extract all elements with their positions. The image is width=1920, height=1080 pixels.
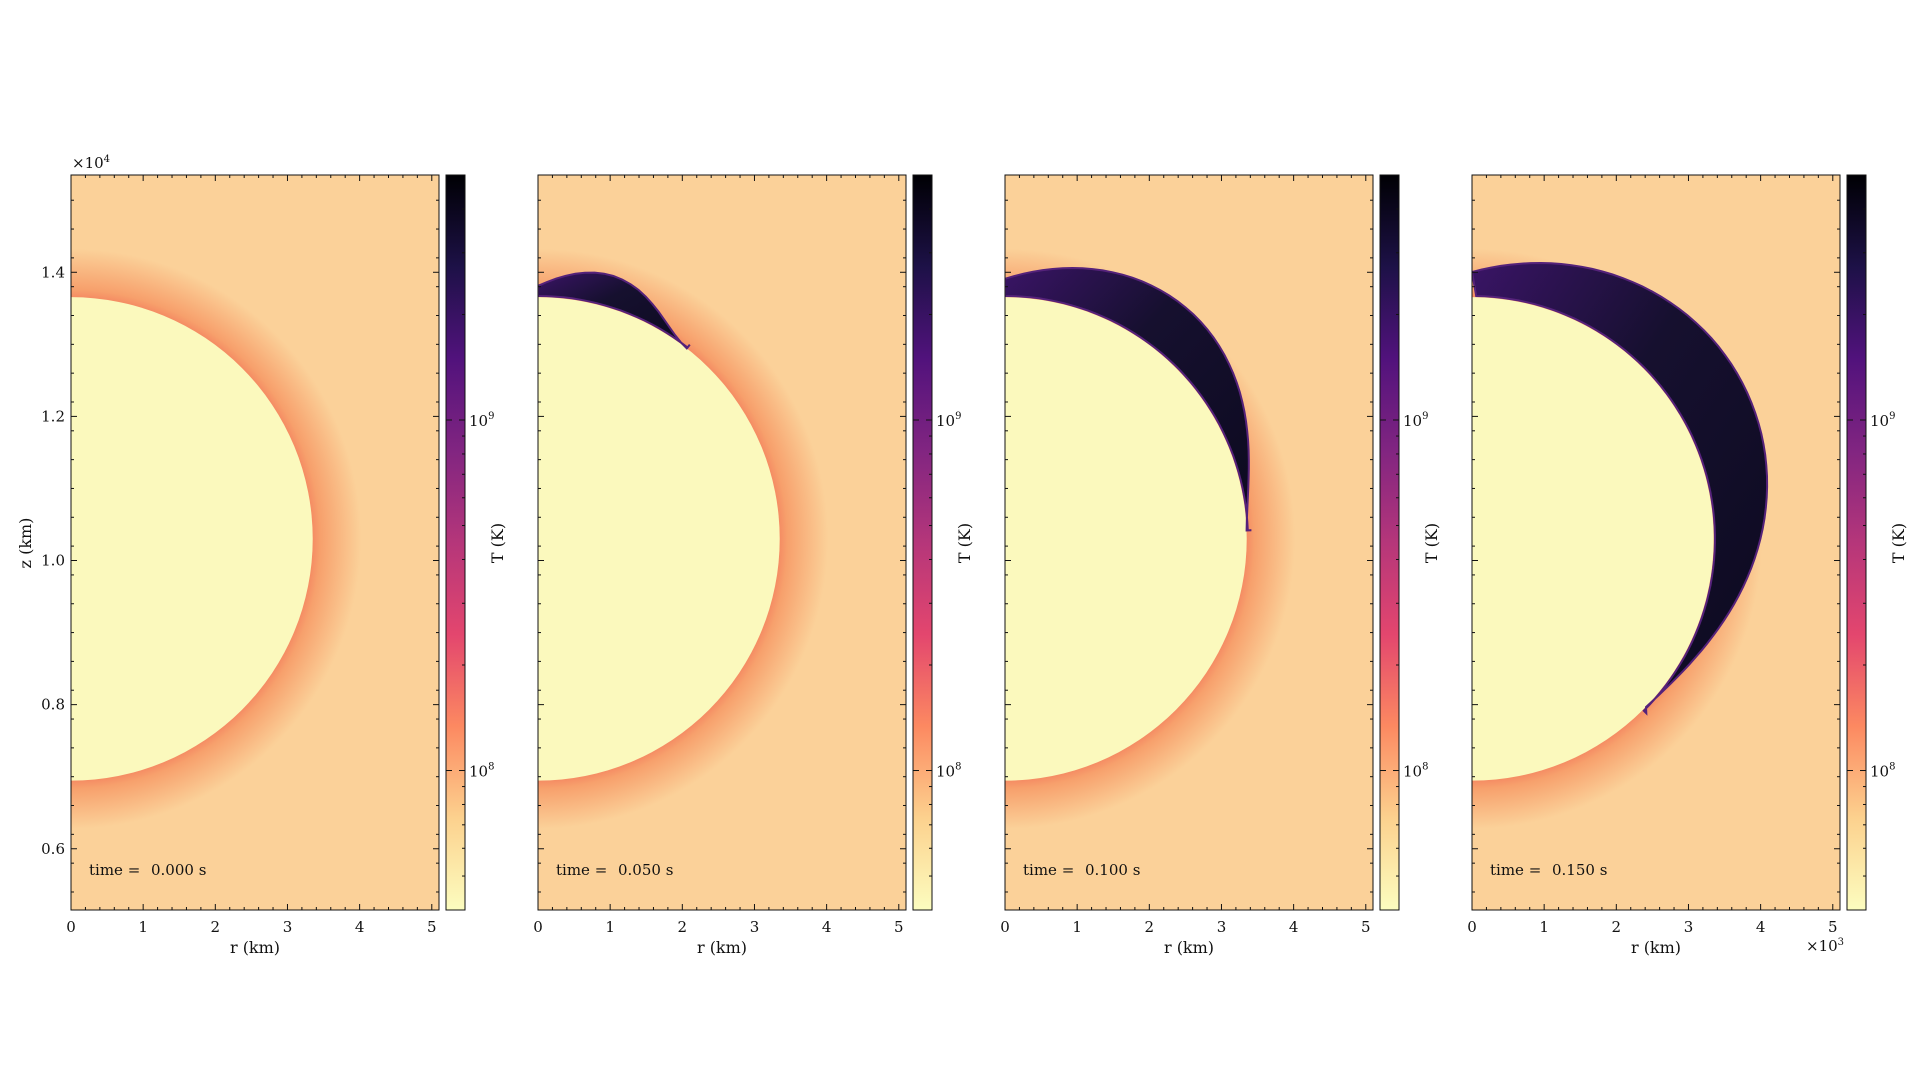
heatmap-panel-4 <box>1472 175 1840 910</box>
panel-2: 0 1 2 3 4 5 r (km) time = 0.050 s 108 109 T (K) <box>533 174 974 957</box>
x-tick-label: 2 <box>678 918 688 936</box>
x-tick-label: 3 <box>1684 918 1694 936</box>
time-value: 0.100 s <box>1085 861 1140 879</box>
time-label: time = <box>1023 861 1074 879</box>
colorbar-tick-label: 109 <box>936 411 961 430</box>
x-tick-label: 3 <box>1217 918 1227 936</box>
colorbar-tick-label: 109 <box>1403 411 1428 430</box>
time-label: time = <box>1490 861 1541 879</box>
plot-frame <box>1471 174 1841 911</box>
panel-3: 0 1 2 3 4 5 r (km) time = 0.100 s 108 109 T (K) <box>1000 174 1441 957</box>
y-tick-label: 0.6 <box>41 840 65 858</box>
x-tick-label: 1 <box>138 918 148 936</box>
x-axis-label: r (km) <box>1631 938 1681 957</box>
x-tick-label: 0 <box>1000 918 1010 936</box>
plot-frame <box>70 174 440 911</box>
colorbar <box>1379 174 1400 911</box>
colorbar-label: T (K) <box>1422 523 1441 563</box>
colorbar-tick-label: 108 <box>1403 762 1428 781</box>
x-tick-label: 5 <box>894 918 904 936</box>
x-axis-label: r (km) <box>1164 938 1214 957</box>
stellar-core <box>1005 297 1247 781</box>
burning-front <box>1472 261 1769 716</box>
time-label: time = <box>556 861 607 879</box>
y-tick-label: 0.8 <box>41 696 65 714</box>
heatmap-panel-2 <box>538 175 906 910</box>
x-tick-label: 1 <box>1072 918 1082 936</box>
stellar-core <box>71 297 313 781</box>
colorbar-tick-label: 108 <box>1870 762 1895 781</box>
heatmap-panel-1 <box>71 175 439 910</box>
plot-frame <box>1004 174 1374 911</box>
x-tick-label: 0 <box>66 918 76 936</box>
x-tick-label: 2 <box>1145 918 1155 936</box>
x-tick-label: 1 <box>605 918 615 936</box>
plot-frame <box>537 174 907 911</box>
x-tick-label: 4 <box>822 918 832 936</box>
time-label: time = <box>89 861 140 879</box>
burning-front <box>538 271 691 350</box>
x-tick-label: 0 <box>1467 918 1477 936</box>
stellar-core <box>538 297 780 781</box>
colorbar-label: T (K) <box>488 523 507 563</box>
time-value: 0.150 s <box>1552 861 1607 879</box>
y-tick-label: 1.2 <box>41 407 65 425</box>
time-value: 0.000 s <box>151 861 206 879</box>
x-tick-label: 5 <box>1361 918 1371 936</box>
panel-1: 0 1 2 3 4 5 0.6 0.8 1.0 1.2 1.4 r (km) z (km) time = 0… <box>16 174 507 957</box>
colorbar <box>445 174 466 911</box>
y-exponent-label: ×104 <box>72 154 110 172</box>
x-tick-label: 3 <box>750 918 760 936</box>
x-axis-label: r (km) <box>230 938 280 957</box>
x-axis-label: r (km) <box>697 938 747 957</box>
x-tick-label: 4 <box>1289 918 1299 936</box>
colorbar-tick-label: 109 <box>1870 411 1895 430</box>
y-axis-label: z (km) <box>16 518 35 569</box>
x-tick-label: 5 <box>427 918 437 936</box>
colorbar-tick-label: 108 <box>469 762 494 781</box>
x-tick-label: 5 <box>1828 918 1838 936</box>
heatmap-panel-3 <box>1005 175 1373 910</box>
burning-front <box>1005 266 1252 532</box>
stellar-core <box>1472 297 1714 781</box>
x-tick-label: 2 <box>211 918 221 936</box>
colorbar <box>1846 174 1867 911</box>
panel-4: 0 1 2 3 4 5 r (km) time = 0.150 s 108 109 T (K) <box>1467 174 1908 957</box>
colorbar <box>912 174 933 911</box>
x-exponent-label: ×103 <box>1806 937 1844 955</box>
colorbar-tick-label: 109 <box>469 411 494 430</box>
x-tick-label: 0 <box>533 918 543 936</box>
x-tick-label: 3 <box>283 918 293 936</box>
y-tick-label: 1.4 <box>41 263 65 281</box>
x-tick-label: 2 <box>1612 918 1622 936</box>
x-tick-label: 4 <box>1756 918 1766 936</box>
x-tick-label: 1 <box>1539 918 1549 936</box>
colorbar-label: T (K) <box>1889 523 1908 563</box>
colorbar-tick-label: 108 <box>936 762 961 781</box>
y-tick-label: 1.0 <box>41 552 65 570</box>
colorbar-label: T (K) <box>955 523 974 563</box>
x-tick-label: 4 <box>355 918 365 936</box>
time-value: 0.050 s <box>618 861 673 879</box>
